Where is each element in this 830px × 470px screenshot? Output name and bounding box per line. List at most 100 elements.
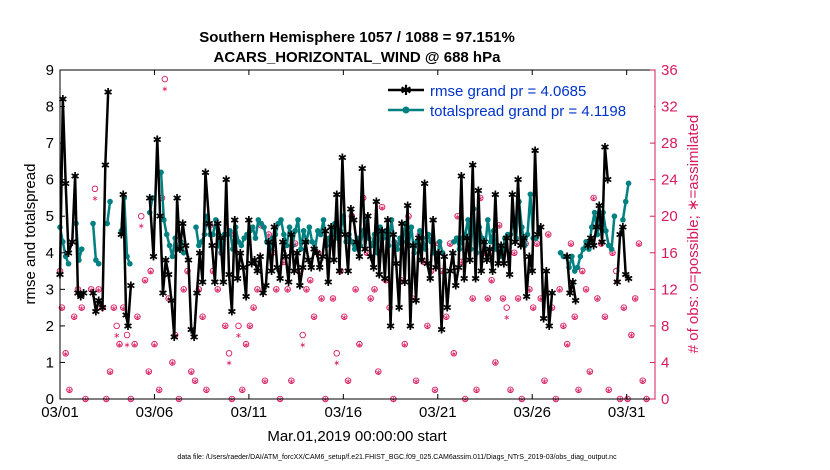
totalspread-point [62, 253, 69, 260]
rmse-point: ✱ [213, 218, 222, 231]
rmse-point: ✱ [267, 265, 276, 278]
obs-possible-point [620, 304, 628, 311]
obs-assimilated-point: ∗ [432, 386, 439, 395]
rmse-point: ✱ [119, 188, 128, 201]
rmse-point: ✱ [624, 272, 633, 285]
obs-possible-point [214, 286, 221, 293]
obs-assimilated-point: ∗ [188, 368, 195, 377]
obs-possible-point [424, 322, 431, 330]
obs-possible-point [563, 340, 571, 348]
rmse-point: ✱ [482, 254, 491, 267]
obs-assimilated-point: ∗ [169, 359, 176, 368]
obs-possible-point [329, 295, 337, 302]
rmse-point: ✱ [491, 188, 500, 201]
rmse-point: ✱ [389, 229, 398, 242]
obs-assimilated-point: ∗ [628, 331, 635, 340]
rmse-point: ✱ [443, 302, 452, 315]
obs-possible-point [273, 286, 280, 293]
rmse-point: ✱ [227, 305, 236, 318]
obs-assimilated-point: ∗ [447, 240, 454, 249]
obs-assimilated-point: ∗ [82, 395, 89, 404]
obs-assimilated-point: ∗ [265, 231, 272, 240]
rmse-point: ✱ [233, 272, 242, 285]
totalspread-point [622, 198, 629, 205]
obs-assimilated-point: ∗ [534, 240, 541, 249]
rmse-point: ✱ [258, 287, 267, 300]
obs-possible-point [590, 194, 597, 202]
x-tick-label: 03/11 [231, 404, 267, 421]
obs-possible-point [450, 350, 458, 357]
obs-assimilated-point: ∗ [462, 395, 469, 404]
rmse-point: ✱ [304, 254, 313, 267]
obs-assimilated-point: ∗ [250, 304, 257, 313]
rmse-point: ✱ [600, 141, 609, 154]
obs-assimilated-point: ∗ [176, 395, 183, 404]
obs-assimilated-point: ∗ [110, 304, 117, 313]
totalspread-point [249, 224, 256, 230]
x-tick-label: 03/26 [513, 404, 551, 421]
rmse-point: ✱ [210, 276, 219, 289]
rmse-point: ✱ [533, 229, 542, 242]
y-right-tick-label: 4 [661, 354, 669, 371]
obs-assimilated-point: ∗ [507, 386, 514, 395]
obs-assimilated-point: ∗ [147, 267, 154, 276]
rmse-point: ✱ [68, 236, 77, 249]
rmse-point: ✱ [485, 243, 494, 256]
obs-assimilated-point: ∗ [277, 395, 284, 404]
rmse-point: ✱ [341, 229, 350, 242]
totalspread-point [436, 239, 443, 245]
obs-assimilated-point: ∗ [375, 368, 382, 377]
obs-possible-point [333, 350, 340, 357]
totalspread-point [465, 217, 471, 223]
totalspread-point [169, 253, 176, 260]
rmse-point: ✱ [571, 294, 580, 307]
rmse-point: ✱ [409, 239, 418, 252]
obs-possible-point [378, 203, 386, 211]
obs-assimilated-point: ∗ [492, 359, 499, 368]
rmse-point: ✱ [589, 239, 598, 252]
obs-assimilated-point: ∗ [602, 313, 609, 322]
rmse-point: ✱ [275, 272, 284, 285]
rmse-point: ✱ [192, 287, 201, 300]
y-right-tick-label: 16 [661, 245, 678, 262]
obs-assimilated-point: ∗ [609, 249, 616, 258]
totalspread-point [533, 235, 539, 241]
obs-possible-point [492, 359, 499, 366]
obs-possible-point [145, 368, 153, 375]
rmse-point: ✱ [295, 280, 304, 293]
obs-assimilated-point: ∗ [424, 322, 431, 331]
rmse-point: ✱ [352, 236, 361, 249]
rmse-point: ✱ [190, 331, 199, 344]
rmse-point: ✱ [434, 247, 443, 260]
totalspread-point [278, 217, 284, 223]
totalspread-point [149, 195, 156, 201]
obs-assimilated-point: ∗ [413, 377, 420, 386]
rmse-point: ✱ [426, 272, 435, 285]
obs-possible-point [239, 386, 246, 394]
obs-assimilated-point: ∗ [203, 386, 210, 395]
obs-assimilated-point: ∗ [292, 240, 299, 249]
obs-assimilated-point: ∗ [161, 84, 168, 93]
rmse-point: ✱ [104, 86, 113, 99]
obs-possible-point [123, 331, 131, 339]
obs-possible-point [507, 386, 514, 394]
rmse-point: ✱ [377, 225, 386, 238]
rmse-point: ✱ [88, 287, 97, 300]
obs-assimilated-point: ∗ [617, 395, 624, 404]
y-left-tick-label: 4 [46, 245, 54, 262]
obs-possible-point [58, 304, 66, 311]
rmse-point: ✱ [145, 192, 154, 205]
rmse-point: ✱ [123, 320, 132, 333]
rmse-point: ✱ [76, 291, 85, 304]
obs-possible-point [307, 276, 314, 284]
obs-assimilated-point: ∗ [333, 359, 340, 368]
obs-assimilated-point: ∗ [488, 276, 495, 285]
rmse-point: ✱ [522, 291, 531, 304]
rmse-point: ✱ [613, 276, 622, 289]
y-left-tick-label: 9 [46, 62, 54, 79]
x-axis-label: Mar.01,2019 00:00:00 start [267, 428, 447, 445]
obs-assimilated-point: ∗ [165, 295, 172, 304]
series-layer: ✱ ✱ ✱ ✱ ✱ ✱ ✱ ✱ ✱ ✱ ✱ ✱ ✱ ✱ ✱ ✱ ✱ ✱ ✱ ✱ ✱ ✱ ✱ ✱ ✱ ✱ ✱ ✱ ✱ ✱ ✱ ✱ ✱ ✱ ✱ ✱ ✱ ✱ ✱ ✱… [55, 86, 633, 344]
obs-possible-point [78, 304, 85, 311]
rmse-point: ✱ [618, 221, 627, 234]
